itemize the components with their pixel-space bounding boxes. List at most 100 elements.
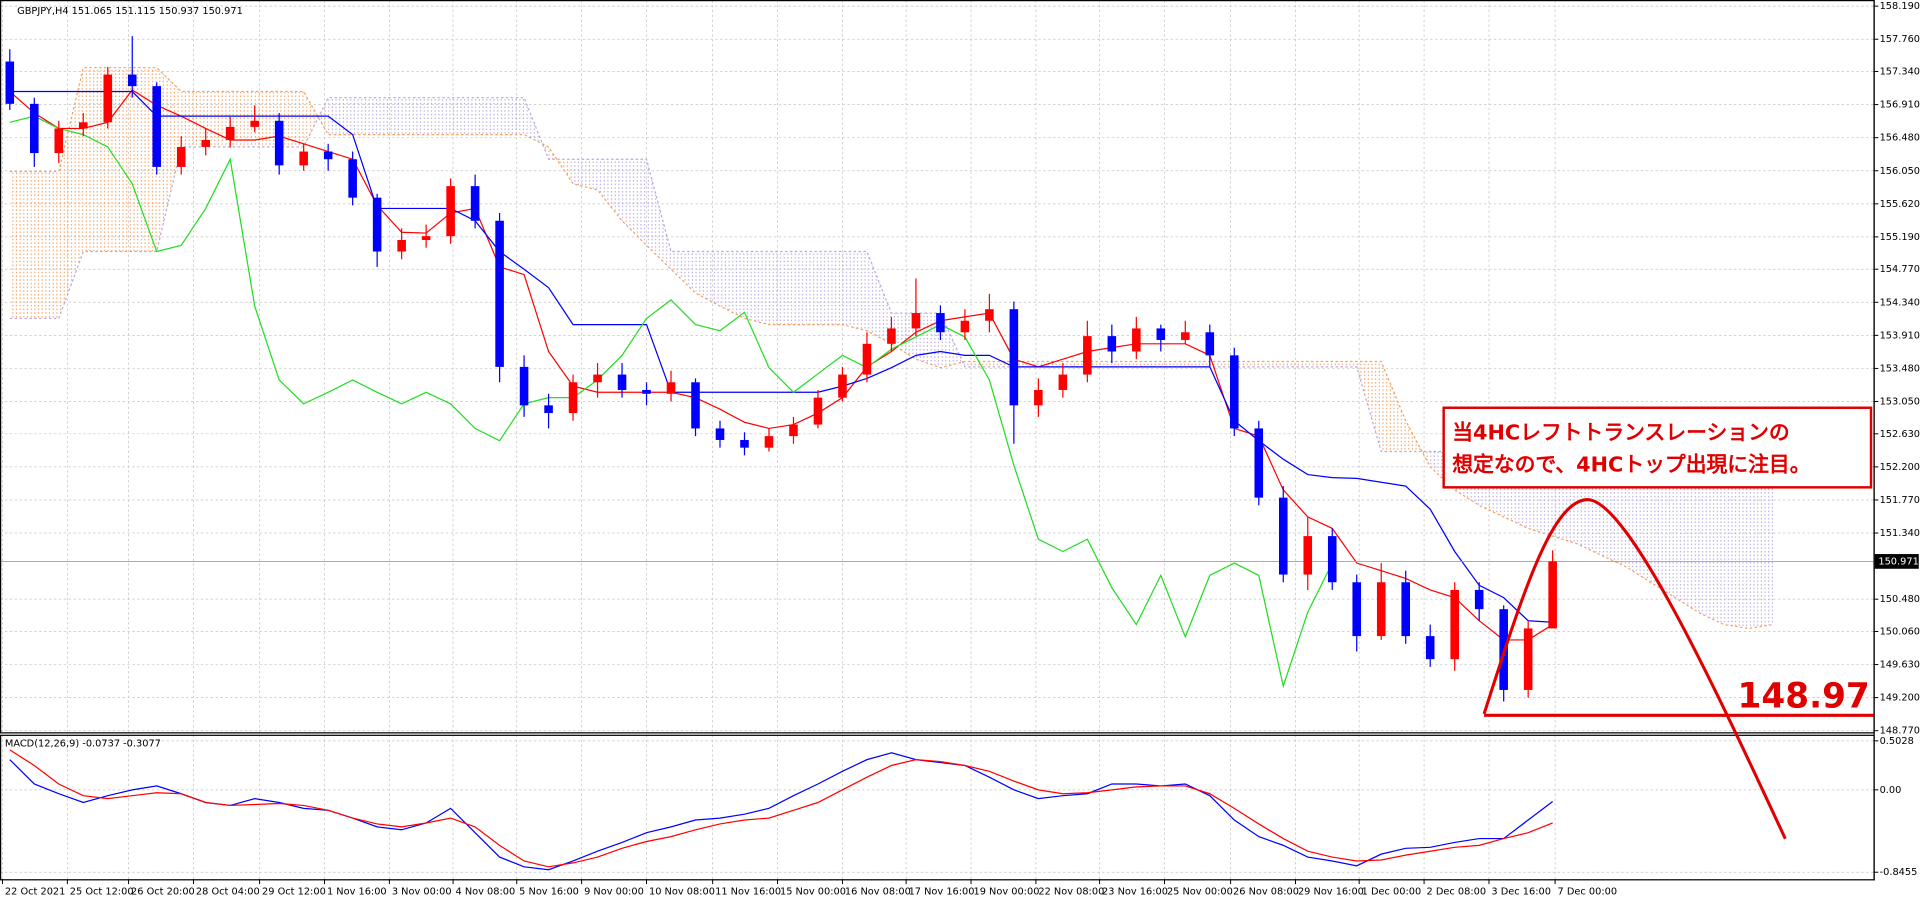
cloud-segment [1234, 361, 1259, 367]
candle-body [225, 126, 235, 140]
cloud-segment [1087, 361, 1112, 367]
x-tick-label: 1 Nov 16:00 [327, 886, 387, 897]
cloud-segment [181, 91, 206, 147]
indicator-line [9, 90, 1553, 623]
cloud-segment [1699, 451, 1725, 625]
cloud-segment [499, 97, 525, 135]
candle-body [887, 328, 896, 344]
y-tick-label: 152.200 [1880, 462, 1920, 473]
x-tick-label: 16 Nov 08:00 [845, 886, 911, 897]
y-tick-label: 150.060 [1880, 626, 1920, 637]
y-tick-label: 157.340 [1880, 67, 1920, 78]
y-tick-label: 157.760 [1880, 34, 1920, 45]
y-tick-label: 148.770 [1880, 726, 1920, 737]
x-tick-label: 11 Nov 16:00 [715, 886, 781, 897]
candle-body [1107, 336, 1117, 352]
cloud-segment [671, 251, 696, 294]
cloud-segment [303, 91, 329, 147]
cloud-segment [866, 251, 892, 344]
x-tick-label: 25 Oct 12:00 [70, 886, 134, 897]
forecast-curve [1482, 498, 1787, 840]
x-tick-label: 22 Nov 08:00 [1038, 886, 1104, 897]
cloud-segment [254, 91, 280, 147]
candle-body [30, 103, 39, 154]
cloud-segment [426, 97, 451, 135]
x-tick-label: 23 Nov 16:00 [1102, 886, 1168, 897]
cloud-segment [1185, 361, 1210, 367]
cloud-segment [352, 97, 378, 135]
cloud-segment [34, 171, 59, 319]
candle-body [911, 313, 921, 329]
annotation-text: 想定なので、4HCトップ出現に注目。 [1452, 452, 1810, 476]
price-tag [1874, 554, 1919, 569]
x-tick-label: 3 Nov 00:00 [392, 886, 452, 897]
y-tick-label: 149.200 [1880, 693, 1920, 704]
candle-body [446, 186, 455, 237]
candle-body [1205, 332, 1215, 356]
indicator-line [9, 89, 1553, 641]
candle-body [421, 236, 431, 240]
annotation-text: 当4HCレフトトランスレーションの [1452, 420, 1789, 444]
candle-body [372, 197, 382, 252]
candle-body [348, 159, 357, 198]
candle-body [593, 374, 602, 383]
y-tick-label: 156.480 [1880, 133, 1920, 144]
candle-body [1083, 336, 1092, 375]
candle-body [323, 151, 333, 160]
cloud-segment [793, 251, 818, 325]
cloud-segment [646, 159, 672, 270]
candle-body [1425, 636, 1435, 660]
main-panel-frame [0, 0, 1875, 734]
price-tag-label: 150.971 [1878, 556, 1918, 567]
cloud-segment [132, 67, 157, 252]
x-tick-label: 5 Nov 16:00 [519, 886, 579, 897]
x-tick-label: 7 Dec 00:00 [1558, 886, 1618, 897]
cloud-segment [1748, 451, 1774, 629]
cloud-segment [83, 67, 108, 252]
y-tick-label: 158.190 [1880, 1, 1920, 12]
cloud-segment [964, 361, 990, 367]
candle-body [1156, 328, 1166, 340]
cloud-segment [1381, 361, 1406, 452]
cloud-segment [1356, 361, 1382, 452]
annotation-box [1442, 406, 1873, 489]
cloud-segment [475, 97, 500, 135]
y-tick-label: 151.340 [1880, 528, 1920, 539]
macd-panel-frame [0, 734, 1875, 881]
cloud-segment [1062, 361, 1088, 367]
cloud-segment [1209, 361, 1235, 367]
cloud-segment [9, 171, 35, 319]
candle-body [397, 239, 406, 252]
level-label: 148.97 [1738, 677, 1870, 717]
candle-body [127, 74, 137, 87]
cloud-segment [450, 97, 476, 135]
candle-body [1230, 355, 1239, 429]
macd-title: MACD(12,26,9) -0.0737 -0.3077 [5, 738, 161, 749]
cloud-segment [230, 91, 255, 147]
candle-body [299, 151, 308, 166]
candle-body [176, 146, 186, 167]
cloud-segment [720, 251, 745, 319]
cloud-segment [768, 251, 794, 325]
x-tick-label: 19 Nov 00:00 [973, 886, 1039, 897]
candle-body [666, 382, 676, 394]
cloud-segment [1136, 361, 1161, 367]
candle-body [1376, 582, 1386, 637]
cloud-segment [573, 159, 598, 190]
candle-body [274, 120, 284, 166]
cloud-segment [1675, 451, 1700, 614]
candle-body [642, 389, 651, 394]
cloud-segment [401, 97, 427, 135]
candle-body [152, 86, 162, 167]
cloud-segment [695, 251, 720, 307]
x-tick-label: 17 Nov 16:00 [909, 886, 975, 897]
candle-body [1474, 589, 1484, 610]
cloud-segment [1111, 361, 1137, 367]
x-tick-label: 15 Nov 00:00 [780, 886, 846, 897]
candle-body [1401, 582, 1410, 637]
candle-body [764, 436, 774, 448]
candle-body [936, 313, 945, 333]
cloud-segment [1307, 361, 1333, 367]
